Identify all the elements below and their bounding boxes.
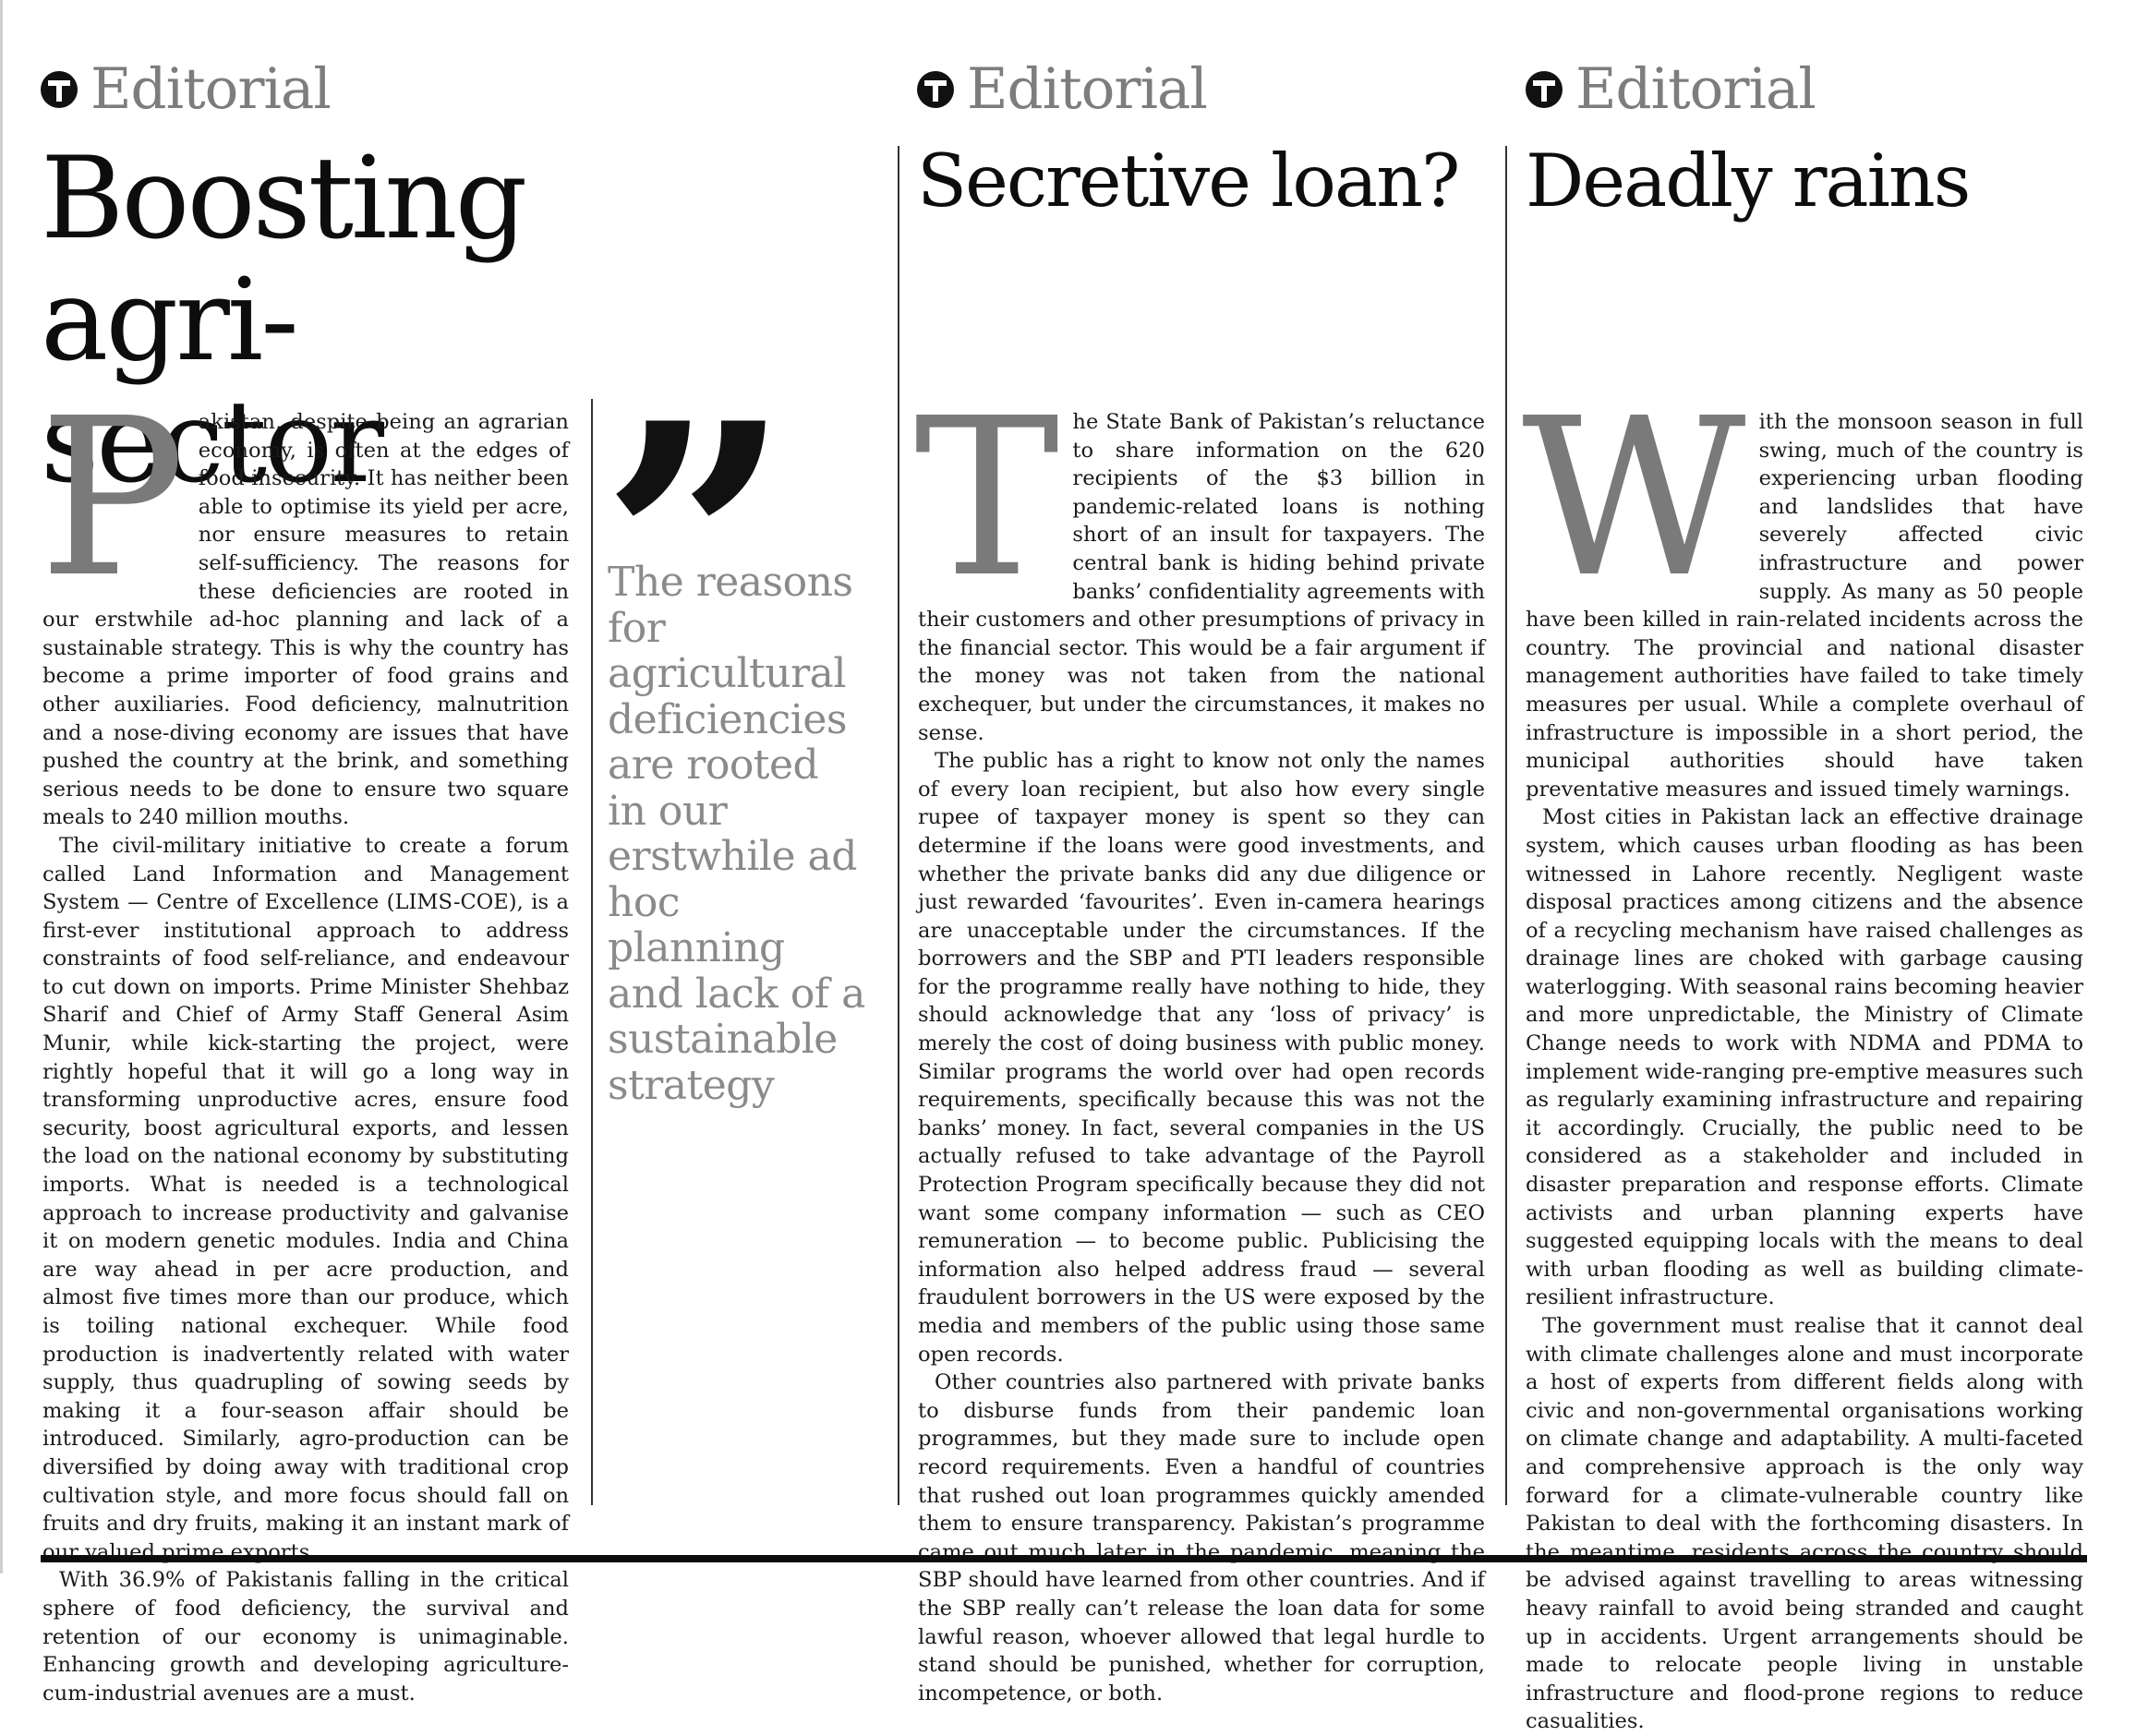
tribune-logo-icon [917, 70, 954, 108]
quote-mark-icon: ” [600, 380, 791, 565]
headline-deadly-rains: Deadly rains [1526, 139, 1971, 223]
masthead-label: Editorial [91, 56, 332, 122]
drop-cap: T [914, 371, 1060, 625]
masthead-editorial-1: Editorial [41, 56, 332, 122]
masthead-editorial-2: Editorial [917, 56, 1208, 122]
headline-secretive-loan: Secretive loan? [917, 139, 1460, 223]
drop-cap: P [39, 371, 186, 625]
column-divider [898, 146, 899, 1505]
paragraph: Most cities in Pakistan lack an effectiv… [1526, 805, 2083, 1310]
column-divider [1505, 146, 1507, 1505]
masthead-label: Editorial [967, 56, 1208, 122]
paragraph: The civil-military initiative to create … [42, 833, 569, 1564]
drop-cap: W [1522, 371, 1746, 625]
paragraph: The government must realise that it cann… [1526, 1314, 2083, 1734]
masthead-label: Editorial [1575, 56, 1816, 122]
pull-quote: The reasons for agricultural deficiencie… [608, 559, 865, 1109]
column-divider [591, 399, 593, 1505]
tribune-logo-icon [41, 70, 78, 108]
bottom-rule [41, 1555, 2087, 1562]
tribune-logo-icon [1526, 70, 1563, 108]
page-edge [0, 0, 3, 1573]
masthead-editorial-3: Editorial [1526, 61, 1816, 117]
headline-agri-sector: Boosting agri-sector [41, 133, 527, 509]
paragraph: The public has a right to know not only … [918, 749, 1485, 1367]
paragraph: Other countries also partnered with priv… [918, 1370, 1485, 1706]
paragraph: With 36.9% of Pakistanis falling in the … [42, 1568, 569, 1706]
